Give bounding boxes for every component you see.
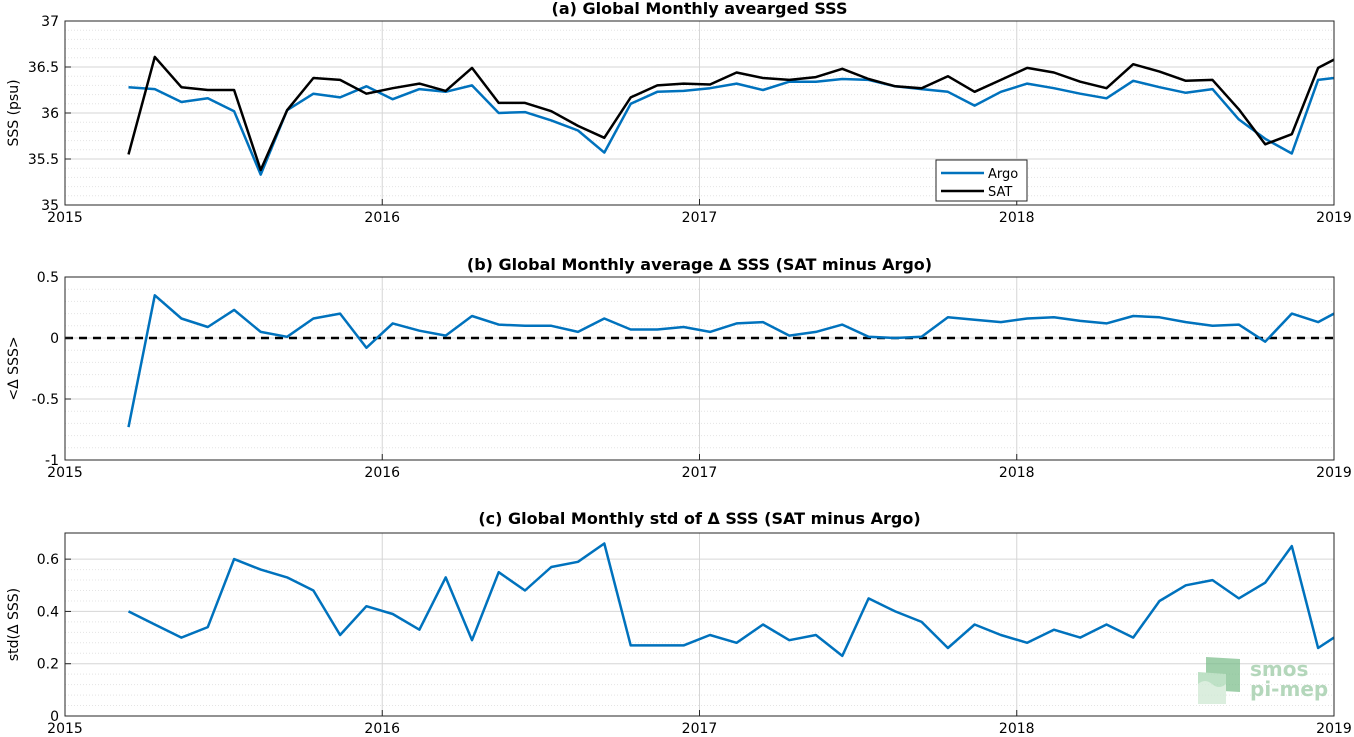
y-tick-label: 0.5 <box>37 270 59 286</box>
x-tick-label: 2019 <box>1316 465 1352 481</box>
y-tick-label: 35.5 <box>28 152 59 168</box>
y-tick-label: 36 <box>41 106 59 122</box>
x-tick-label: 2016 <box>364 210 400 226</box>
y-tick-label: 0 <box>50 709 59 725</box>
y-axis-label: SSS (psu) <box>6 79 22 146</box>
y-tick-label: -0.5 <box>32 392 59 408</box>
y-tick-label: 0.4 <box>37 604 59 620</box>
x-tick-label: 2018 <box>999 721 1035 737</box>
series-line-delta-0 <box>127 294 1335 428</box>
y-tick-label: 36.5 <box>28 60 59 76</box>
x-tick-label: 2017 <box>682 210 718 226</box>
y-tick-label: 0.2 <box>37 657 59 673</box>
x-tick-label: 2019 <box>1316 721 1352 737</box>
y-axis-label: std(Δ SSS) <box>6 588 22 661</box>
x-tick-label: 2018 <box>999 210 1035 226</box>
x-tick-label: 2016 <box>364 465 400 481</box>
x-tick-label: 2015 <box>47 465 83 481</box>
chart-title: (a) Global Monthly avearged SSS <box>552 0 848 18</box>
x-tick-label: 2016 <box>364 721 400 737</box>
series-line-argo <box>128 76 1335 176</box>
panel-b-delta-sss-chart: 2015 2016 2017 2018 2019 -1 -0.5 0 0.5 (b) Global… <box>6 255 1352 481</box>
legend-box <box>935 159 1028 202</box>
y-tick-label: -1 <box>45 453 59 469</box>
x-tick-label: 2017 <box>682 465 718 481</box>
x-tick-label: 2019 <box>1316 210 1352 226</box>
y-axis-label: <Δ SSS> <box>6 336 22 400</box>
y-tick-label: 37 <box>41 14 59 30</box>
chart-title: (c) Global Monthly std of Δ SSS (SAT min… <box>478 509 920 528</box>
y-tick-label: 35 <box>41 198 59 214</box>
panel-c-std-delta-sss-chart: 2015 2016 2017 2018 2019 0 0.2 0.4 0.6 (c) Global… <box>6 509 1352 737</box>
legend-label: SAT <box>988 185 1012 200</box>
logo-text-smos: smos <box>1250 657 1308 681</box>
logo-mark-icon <box>1198 657 1240 704</box>
x-tick-label: 2015 <box>47 721 83 737</box>
smos-pi-mep-logo: smos pi-mep <box>1198 657 1328 704</box>
x-tick-label: 2017 <box>682 721 718 737</box>
series-line-delta-0 <box>127 542 1335 658</box>
legend: Argo SAT <box>935 159 1028 202</box>
x-tick-label: 2018 <box>999 465 1035 481</box>
y-tick-label: 0 <box>50 331 59 347</box>
chart-title: (b) Global Monthly average Δ SSS (SAT mi… <box>467 255 932 274</box>
logo-text-pi-mep: pi-mep <box>1250 677 1328 701</box>
series-line-sat <box>127 55 1335 172</box>
y-tick-label: 0.6 <box>37 552 59 568</box>
legend-label: Argo <box>988 167 1018 182</box>
panel-a-sss-chart: 2015 2016 2017 2018 2019 35 35.5 36 36.5 37 (a) Gl… <box>6 0 1352 226</box>
x-tick-label: 2015 <box>47 210 83 226</box>
